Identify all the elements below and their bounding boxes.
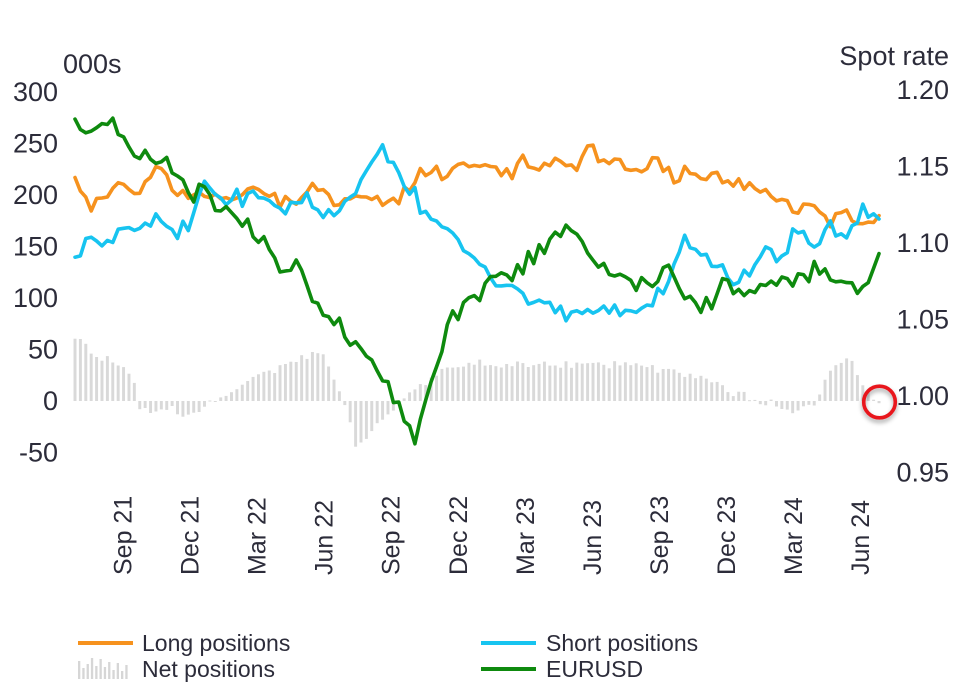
svg-text:1.20: 1.20 (896, 75, 949, 105)
svg-text:Sep 23: Sep 23 (646, 496, 674, 575)
svg-text:250: 250 (13, 129, 58, 159)
svg-text:300: 300 (13, 77, 58, 107)
svg-text:Dec 22: Dec 22 (445, 496, 473, 575)
svg-text:Dec 21: Dec 21 (177, 496, 205, 575)
svg-text:EURUSD: EURUSD (546, 656, 643, 682)
svg-text:Jun 22: Jun 22 (311, 500, 339, 575)
svg-text:Mar 22: Mar 22 (244, 497, 272, 575)
svg-text:0: 0 (43, 386, 58, 416)
svg-text:000s: 000s (63, 49, 122, 79)
svg-text:Dec 23: Dec 23 (713, 496, 741, 575)
svg-text:Jun 24: Jun 24 (847, 500, 875, 575)
svg-text:Sep 22: Sep 22 (378, 496, 406, 575)
svg-text:Jun 23: Jun 23 (579, 500, 607, 575)
svg-text:1.10: 1.10 (896, 228, 949, 258)
svg-text:1.15: 1.15 (896, 151, 949, 181)
svg-text:Mar 23: Mar 23 (512, 497, 540, 575)
svg-text:0.95: 0.95 (896, 457, 949, 487)
svg-text:Sep 21: Sep 21 (109, 496, 137, 575)
svg-text:Mar 24: Mar 24 (780, 497, 808, 575)
svg-text:Spot rate: Spot rate (839, 41, 949, 71)
svg-text:-50: -50 (19, 438, 58, 468)
svg-text:1.05: 1.05 (896, 304, 949, 334)
svg-text:Net positions: Net positions (142, 656, 275, 682)
svg-text:200: 200 (13, 180, 58, 210)
svg-text:Long positions: Long positions (142, 630, 290, 656)
svg-text:50: 50 (28, 335, 58, 365)
svg-text:1.00: 1.00 (896, 381, 949, 411)
svg-text:100: 100 (13, 283, 58, 313)
svg-text:150: 150 (13, 232, 58, 262)
svg-text:Short positions: Short positions (546, 630, 698, 656)
